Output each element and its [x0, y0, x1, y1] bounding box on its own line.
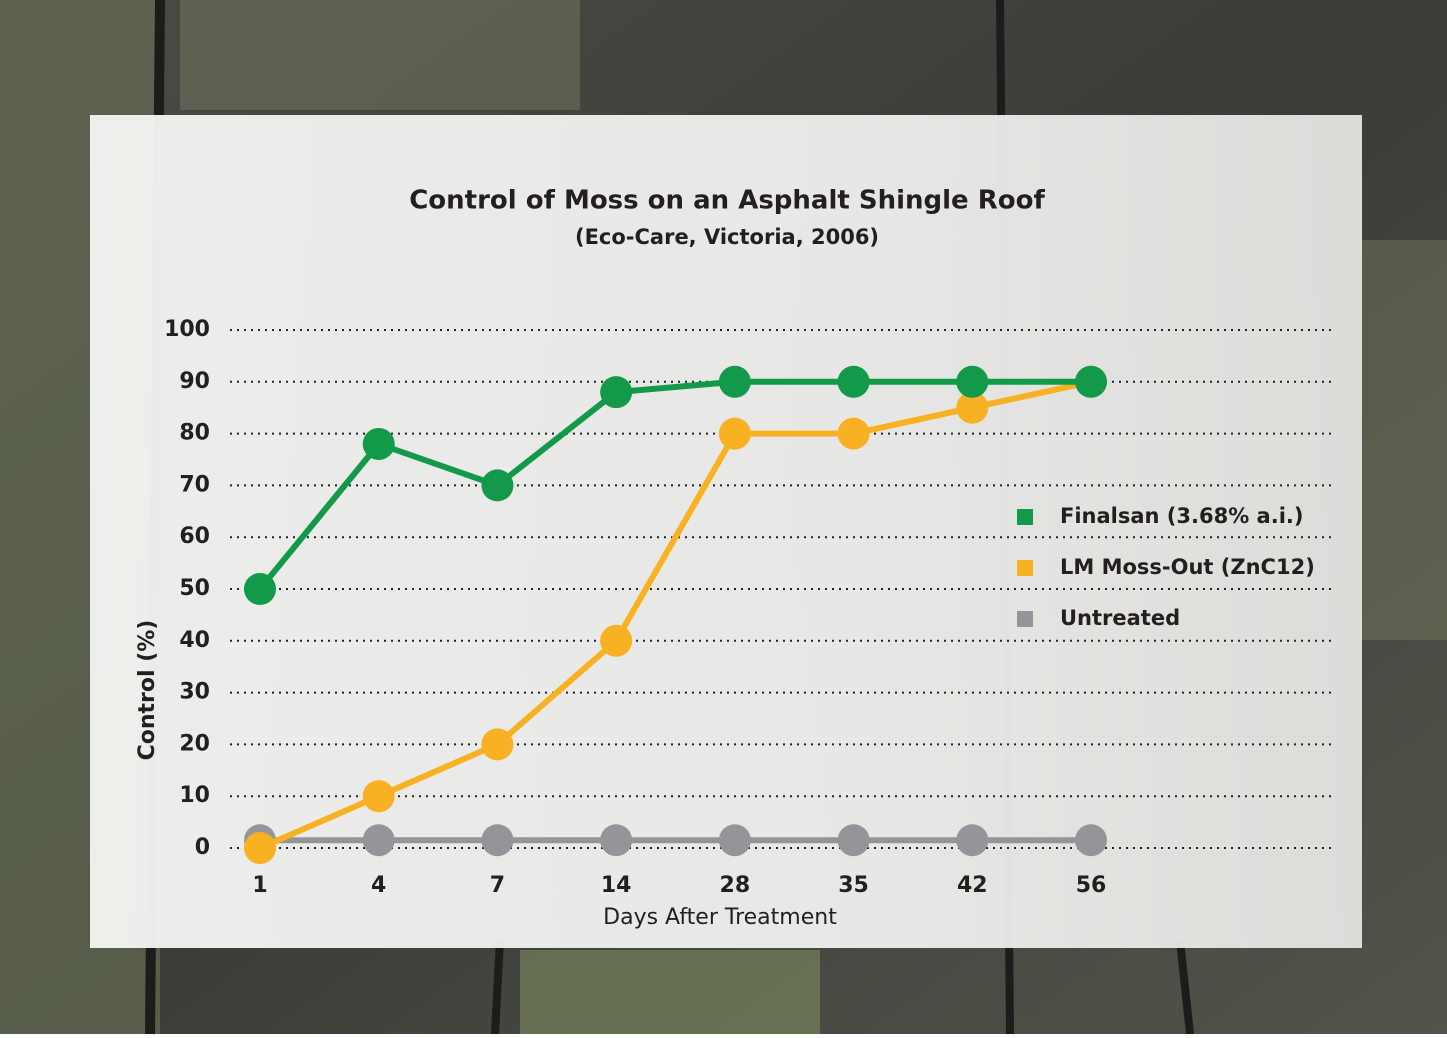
x-tick-label: 1 — [252, 873, 267, 898]
data-point — [363, 780, 395, 812]
data-point — [600, 625, 632, 657]
legend-label: Untreated — [1060, 606, 1180, 630]
y-tick-label: 10 — [179, 783, 210, 808]
data-point — [244, 832, 276, 864]
y-tick-label: 20 — [179, 731, 210, 756]
x-tick-label: 35 — [838, 873, 869, 898]
data-point — [481, 824, 513, 856]
x-tick-label: 14 — [601, 873, 632, 898]
x-tick-label: 42 — [957, 873, 988, 898]
y-tick-label: 50 — [179, 576, 210, 601]
x-tick-label: 56 — [1076, 873, 1107, 898]
chart: Control of Moss on an Asphalt Shingle Ro… — [0, 0, 1447, 1034]
legend-swatch — [1017, 560, 1033, 576]
y-tick-label: 60 — [179, 524, 210, 549]
data-point — [956, 366, 988, 398]
data-point — [600, 376, 632, 408]
y-tick-label: 30 — [179, 680, 210, 705]
y-tick-label: 40 — [179, 628, 210, 653]
chart-subtitle: (Eco-Care, Victoria, 2006) — [575, 225, 879, 249]
y-tick-label: 0 — [195, 835, 210, 860]
y-tick-label: 90 — [179, 369, 210, 394]
data-point — [719, 824, 751, 856]
data-point — [244, 573, 276, 605]
chart-title: Control of Moss on an Asphalt Shingle Ro… — [409, 186, 1045, 216]
x-axis-label: Days After Treatment — [603, 905, 837, 930]
data-point — [956, 824, 988, 856]
y-tick-label: 70 — [179, 472, 210, 497]
data-point — [363, 428, 395, 460]
y-axis-label: Control (%) — [135, 620, 160, 761]
x-tick-label: 4 — [371, 873, 386, 898]
data-point — [363, 824, 395, 856]
data-point — [719, 366, 751, 398]
data-point — [1075, 366, 1107, 398]
legend-label: LM Moss-Out (ZnC12) — [1060, 555, 1315, 579]
data-point — [838, 366, 870, 398]
data-point — [719, 418, 751, 450]
y-tick-label: 80 — [179, 421, 210, 446]
data-point — [481, 728, 513, 760]
data-point — [838, 418, 870, 450]
data-point — [600, 824, 632, 856]
x-tick-label: 28 — [720, 873, 751, 898]
x-tick-label: 7 — [490, 873, 505, 898]
page: Control of Moss on an Asphalt Shingle Ro… — [0, 0, 1447, 1034]
data-point — [1075, 824, 1107, 856]
data-point — [838, 824, 870, 856]
y-tick-label: 100 — [164, 317, 210, 342]
legend-swatch — [1017, 611, 1033, 627]
legend-swatch — [1017, 509, 1033, 525]
data-point — [481, 469, 513, 501]
legend-label: Finalsan (3.68% a.i.) — [1060, 504, 1303, 528]
